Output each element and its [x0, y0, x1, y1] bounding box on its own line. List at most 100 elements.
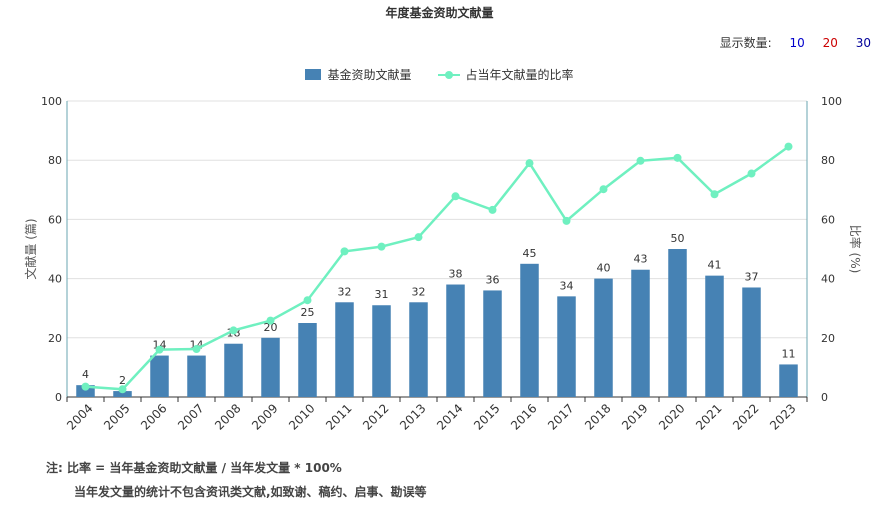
bar-value-label: 4	[82, 368, 89, 381]
bar	[261, 337, 280, 397]
bar	[150, 355, 169, 397]
ratio-point	[488, 205, 497, 214]
note-line-2: 当年发文量的统计不包含资讯类文献,如致谢、稿约、启事、勘误等	[74, 485, 427, 499]
note-line-1: 注: 比率 = 当年基金资助文献量 / 当年发文量 * 100%	[46, 461, 342, 475]
bar-value-label: 32	[412, 285, 426, 298]
ratio-point	[155, 345, 164, 354]
legend-bar-label: 基金资助文献量	[327, 68, 412, 82]
ratio-point	[340, 247, 349, 256]
ratio-point	[599, 185, 608, 194]
x-tick-label: 2022	[730, 401, 761, 432]
x-tick-label: 2014	[434, 401, 465, 432]
y-tick-label: 20	[48, 332, 62, 345]
x-tick-label: 2009	[249, 401, 280, 432]
x-tick-label: 2006	[138, 401, 169, 432]
bar	[742, 287, 761, 397]
x-tick-label: 2010	[286, 401, 317, 432]
y2-tick-label: 20	[821, 332, 835, 345]
chart-legend: 基金资助文献量 占当年文献量的比率	[0, 66, 879, 83]
x-tick-label: 2021	[693, 401, 724, 432]
x-tick-label: 2011	[323, 401, 354, 432]
count-selector-label: 显示数量:	[719, 36, 772, 50]
bar-value-label: 37	[745, 270, 759, 283]
legend-item-bar[interactable]: 基金资助文献量	[305, 66, 412, 83]
bar	[298, 323, 317, 397]
y2-tick-label: 80	[821, 154, 835, 167]
x-tick-label: 2008	[212, 401, 243, 432]
bar-value-label: 38	[449, 268, 463, 281]
legend-line-label: 占当年文献量的比率	[465, 68, 574, 82]
bar	[187, 355, 206, 397]
bar-value-label: 11	[782, 347, 796, 360]
bar	[631, 269, 650, 397]
bar-value-label: 45	[523, 247, 537, 260]
legend-bar-swatch	[305, 69, 322, 80]
y-tick-label: 80	[48, 154, 62, 167]
y-tick-label: 60	[48, 213, 62, 226]
x-tick-label: 2004	[64, 401, 95, 432]
ratio-point	[451, 192, 460, 201]
ratio-point	[636, 156, 645, 165]
count-option-20[interactable]: 20	[822, 36, 838, 50]
x-tick-label: 2019	[619, 401, 650, 432]
bar-value-label: 32	[338, 285, 352, 298]
x-tick-label: 2015	[471, 401, 502, 432]
ratio-point	[747, 169, 756, 178]
ratio-point	[118, 385, 127, 394]
y-tick-label: 100	[41, 95, 62, 108]
ratio-point	[377, 242, 386, 251]
x-tick-label: 2005	[101, 401, 132, 432]
ratio-point	[414, 233, 423, 242]
count-option-30[interactable]: 30	[855, 36, 871, 50]
ratio-point	[192, 345, 201, 354]
bar	[224, 343, 243, 397]
ratio-point	[229, 326, 238, 335]
ratio-point	[266, 316, 275, 325]
ratio-point	[710, 190, 719, 199]
bar-value-label: 31	[375, 288, 389, 301]
x-tick-label: 2020	[656, 401, 687, 432]
x-tick-label: 2013	[397, 401, 428, 432]
ratio-point	[303, 296, 312, 305]
bar-value-label: 41	[708, 259, 722, 272]
bar-value-label: 20	[264, 321, 278, 334]
bar	[409, 302, 428, 397]
ratio-point	[81, 382, 90, 391]
bar	[705, 275, 724, 397]
ratio-line	[85, 145, 790, 391]
bar	[520, 263, 539, 397]
y-tick-label: 0	[55, 391, 62, 404]
bar-value-label: 36	[486, 273, 500, 286]
bar	[779, 364, 798, 397]
bar	[446, 284, 465, 397]
y2-axis-title: 比率 (%)	[848, 225, 863, 274]
bar-value-label: 40	[597, 262, 611, 275]
count-selector: 显示数量: 10 20 30	[720, 34, 871, 51]
bar	[594, 278, 613, 397]
bar-value-label: 34	[560, 279, 574, 292]
bar	[557, 296, 576, 397]
y2-tick-label: 60	[821, 213, 835, 226]
ratio-point	[562, 216, 571, 225]
y2-tick-label: 100	[821, 95, 842, 108]
bar-value-label: 25	[301, 306, 315, 319]
y2-tick-label: 0	[821, 391, 828, 404]
bar	[668, 249, 687, 397]
count-option-10[interactable]: 10	[789, 36, 805, 50]
bar	[372, 305, 391, 397]
legend-line-swatch	[437, 69, 460, 81]
x-tick-label: 2012	[360, 401, 391, 432]
bar	[483, 290, 502, 397]
x-tick-label: 2007	[175, 401, 206, 432]
bar-value-label: 2	[119, 374, 126, 387]
bar-value-label: 50	[671, 232, 685, 245]
x-tick-label: 2016	[508, 401, 539, 432]
ratio-point	[784, 142, 793, 151]
chart-title: 年度基金资助文献量	[385, 6, 494, 20]
bar	[335, 302, 354, 397]
legend-item-line[interactable]: 占当年文献量的比率	[437, 66, 574, 83]
bar-value-label: 43	[634, 253, 648, 266]
x-tick-label: 2023	[767, 401, 798, 432]
ratio-point	[673, 153, 682, 162]
